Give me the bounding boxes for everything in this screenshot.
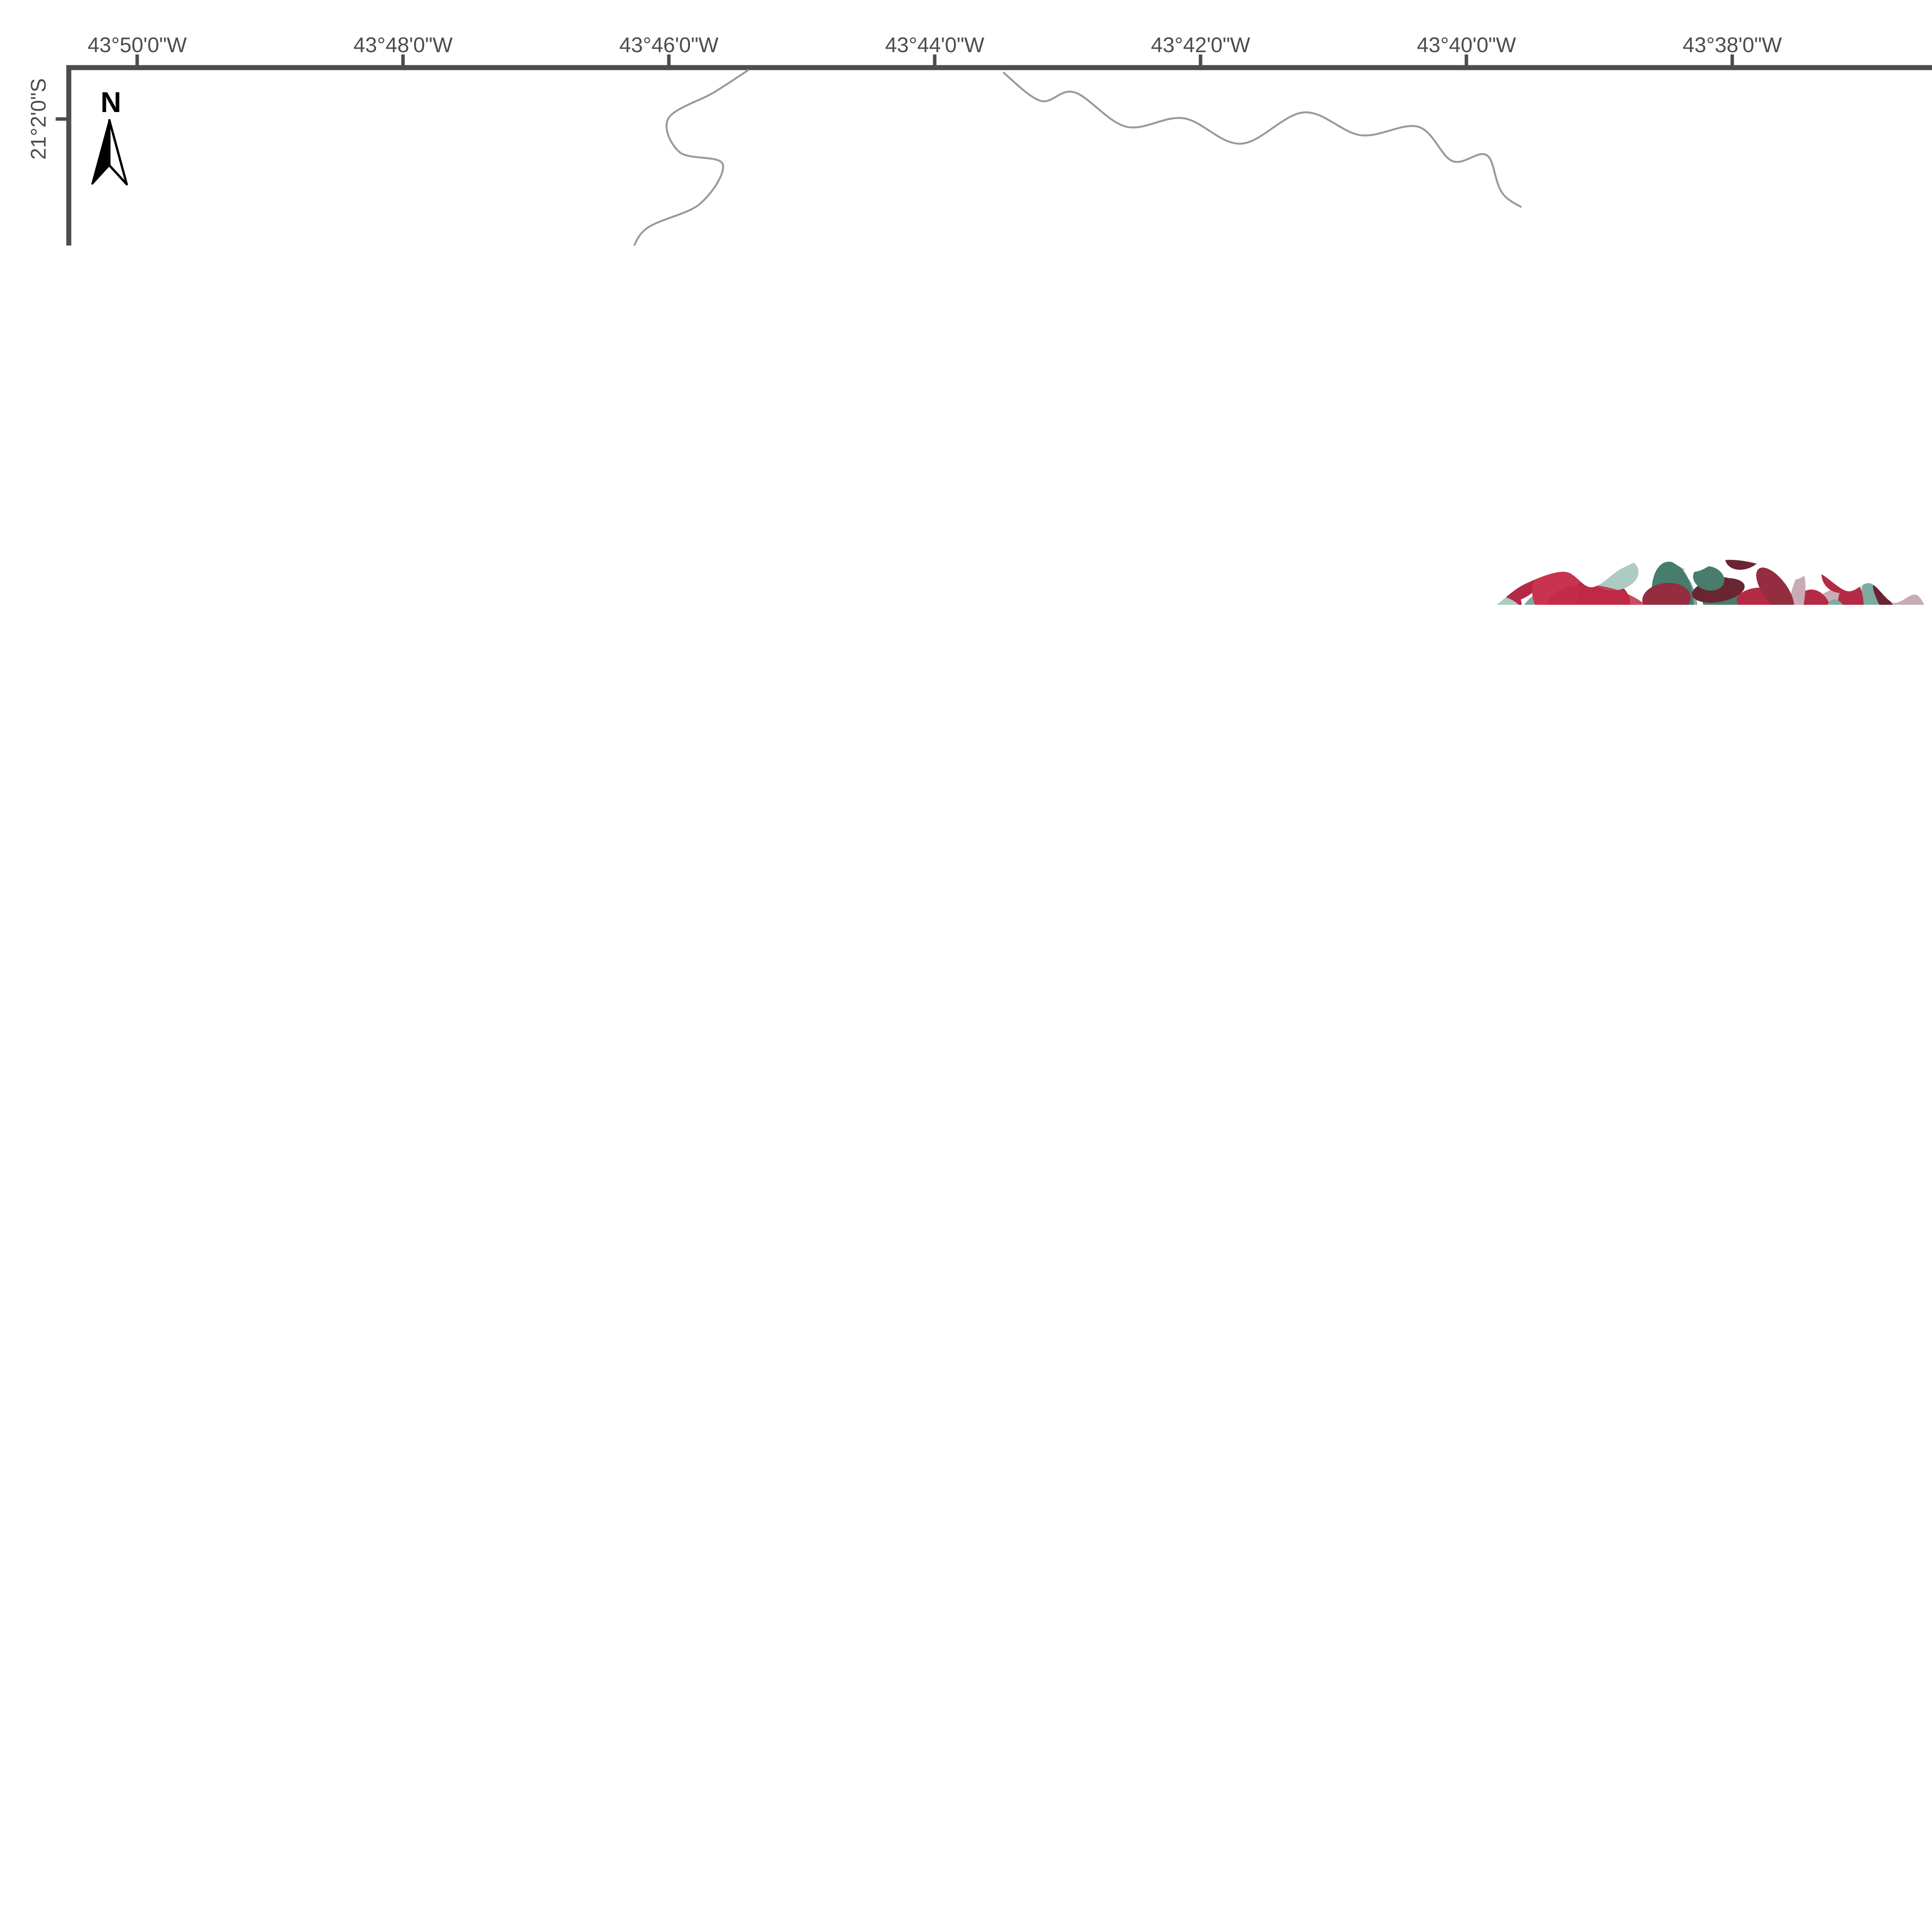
svg-text:43°40'0"W: 43°40'0"W	[1417, 1872, 1516, 1896]
svg-text:21°8'0"S: 21°8'0"S	[26, 871, 50, 952]
svg-text:0: 0	[90, 1774, 104, 1801]
svg-text:43°44'0"W: 43°44'0"W	[885, 33, 985, 57]
svg-text:21°12'0"S: 21°12'0"S	[26, 1394, 50, 1487]
svg-text:CARANDAÍ: CARANDAÍ	[295, 242, 431, 271]
svg-text:43°40'0"W: 43°40'0"W	[1417, 33, 1516, 57]
svg-text:43°48'0"W: 43°48'0"W	[354, 1872, 453, 1896]
svg-text:REMÉDIOS: REMÉDIOS	[1735, 322, 1875, 352]
svg-text:N: N	[100, 86, 121, 118]
svg-text:21°4'0"S: 21°4'0"S	[26, 342, 50, 424]
svg-text:RESSAQUINHA: RESSAQUINHA	[824, 483, 1016, 512]
svg-text:43°42'0"W: 43°42'0"W	[1151, 1872, 1250, 1896]
svg-text:43°46'0"W: 43°46'0"W	[619, 33, 719, 57]
svg-text:43°46'0"W: 43°46'0"W	[619, 1872, 719, 1896]
svg-text:43°44'0"W: 43°44'0"W	[885, 1872, 985, 1896]
svg-text:BARBACENA: BARBACENA	[1414, 1394, 1577, 1423]
svg-text:6 km: 6 km	[514, 1774, 567, 1801]
svg-text:43°48'0"W: 43°48'0"W	[354, 33, 453, 57]
svg-text:1,5: 1,5	[190, 1774, 224, 1801]
svg-text:43°42'0"W: 43°42'0"W	[1151, 33, 1250, 57]
svg-text:43°38'0"W: 43°38'0"W	[1683, 1872, 1782, 1896]
svg-text:SENHORA DOS: SENHORA DOS	[1708, 291, 1901, 320]
svg-text:3: 3	[305, 1774, 318, 1801]
svg-text:21°10'0"S: 21°10'0"S	[26, 1129, 50, 1223]
svg-text:43°50'0"W: 43°50'0"W	[88, 33, 187, 57]
svg-text:21°2'0"S: 21°2'0"S	[26, 78, 50, 160]
svg-text:21°6'0"S: 21°6'0"S	[26, 607, 50, 688]
svg-text:21°14'0"S: 21°14'0"S	[26, 1658, 50, 1751]
svg-text:43°50'0"W: 43°50'0"W	[88, 1872, 187, 1896]
svg-text:43°38'0"W: 43°38'0"W	[1683, 33, 1782, 57]
